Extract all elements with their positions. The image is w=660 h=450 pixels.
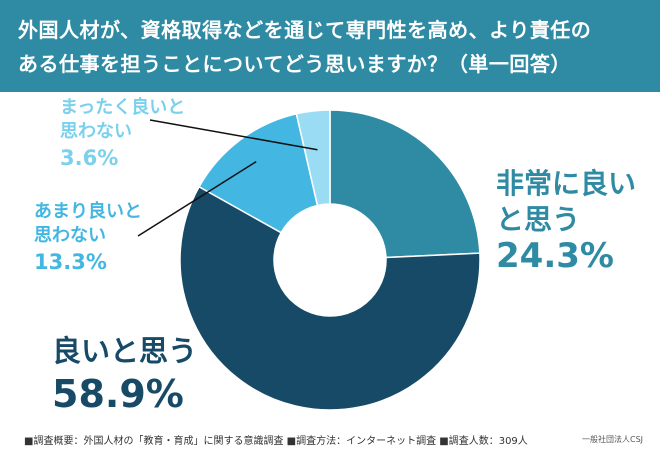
slice-label-very-good: 非常に良い と思う (496, 166, 636, 238)
slice-value-not-very-good: 13.3% (34, 250, 107, 274)
chart-title-line-1: 外国人材が、資格取得などを通じて専門性を高め、より責任の (18, 18, 592, 42)
slice-label-very-good-line1: 非常に良い (496, 167, 637, 200)
slice-value-not-good-at-all: 3.6% (60, 146, 119, 170)
slice-value-good: 58.9% (52, 372, 184, 416)
leader-line-not-good-at-all (149, 119, 318, 151)
slice-label-not-good-at-all: まったく良いと 思わない (60, 96, 185, 144)
donut-slice-not-good-at-all (295, 109, 331, 207)
donut-slice-good (179, 185, 481, 411)
donut-slice-very-good (329, 109, 481, 259)
chart-title-line-2: ある仕事を担うことについてどう思いますか？（単一回答） (18, 52, 571, 76)
slice-label-very-good-line2: と思う (496, 203, 581, 236)
slice-label-not-very-good-line1: あまり良いと (34, 201, 142, 222)
slice-value-very-good: 24.3% (496, 236, 614, 276)
slice-label-not-good-at-all-line1: まったく良いと (60, 97, 186, 118)
slice-label-not-very-good: あまり良いと 思わない (34, 200, 142, 248)
title-banner: 外国人材が、資格取得などを通じて専門性を高め、より責任の ある仕事を担うことにつ… (0, 0, 660, 92)
donut-slice-not-very-good (198, 112, 319, 234)
slice-label-good: 良いと思う (52, 334, 198, 368)
slice-label-not-good-at-all-line2: 思わない (60, 121, 132, 142)
survey-summary-note: ■調査概要：外国人材の「教育・育成」に関する意識調査 ■調査方法：インターネット… (24, 436, 528, 447)
leader-line-not-very-good (137, 160, 257, 237)
source-credit: 一般社団法人CSJ (582, 435, 644, 444)
slice-label-not-very-good-line2: 思わない (34, 225, 106, 246)
